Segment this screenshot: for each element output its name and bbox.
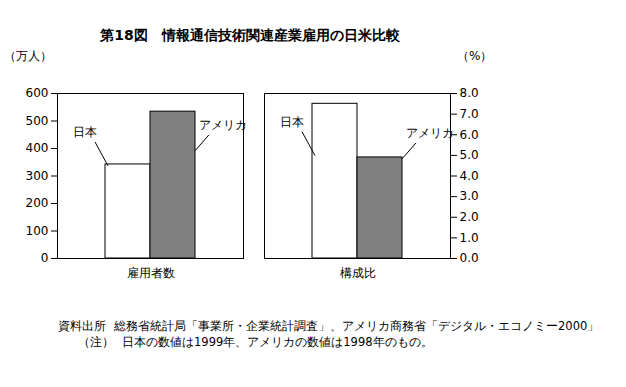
svg-text:1.0: 1.0 — [460, 231, 479, 245]
svg-text:アメリカ: アメリカ — [199, 118, 247, 132]
svg-text:6.0: 6.0 — [460, 128, 479, 142]
svg-text:日本: 日本 — [73, 125, 97, 139]
svg-text:5.0: 5.0 — [460, 148, 479, 162]
svg-text:7.0: 7.0 — [460, 107, 479, 121]
html-text:資料出所: 資料出所 — [58, 319, 106, 333]
svg-text:（万人）: （万人） — [4, 49, 52, 63]
svg-text:日本: 日本 — [280, 115, 304, 129]
svg-text:3.0: 3.0 — [460, 189, 479, 203]
svg-text:2.0: 2.0 — [460, 210, 479, 224]
svg-text:0.0: 0.0 — [460, 251, 479, 265]
svg-text:（%）: （%） — [457, 49, 492, 63]
svg-text:400: 400 — [26, 141, 49, 155]
svg-text:500: 500 — [26, 114, 49, 128]
svg-text:アメリカ: アメリカ — [406, 126, 454, 140]
svg-text:100: 100 — [26, 224, 49, 238]
svg-text:200: 200 — [26, 196, 49, 210]
svg-text:4.0: 4.0 — [460, 169, 479, 183]
svg-text:構成比: 構成比 — [340, 266, 376, 280]
html-text:日本の数値は1999年、アメリカの数値は1998年のもの。: 日本の数値は1999年、アメリカの数値は1998年のもの。 — [122, 335, 433, 349]
svg-text:0: 0 — [41, 251, 49, 265]
svg-text:300: 300 — [26, 169, 49, 183]
svg-text:8.0: 8.0 — [460, 86, 479, 100]
svg-text:雇用者数: 雇用者数 — [127, 266, 175, 280]
svg-text:600: 600 — [26, 86, 49, 100]
html-text:（注）: （注） — [78, 335, 114, 349]
html-text:総務省統計局「事業所・企業統計調査」、アメリカ商務省「デジタ: 総務省統計局「事業所・企業統計調査」、アメリカ商務省「デジタル・エコノミー200… — [114, 319, 600, 333]
html-text:第18図 情報通信技術関連産業雇用の日米比較: 第18図 情報通信技術関連産業雇用の日米比較 — [100, 27, 400, 43]
